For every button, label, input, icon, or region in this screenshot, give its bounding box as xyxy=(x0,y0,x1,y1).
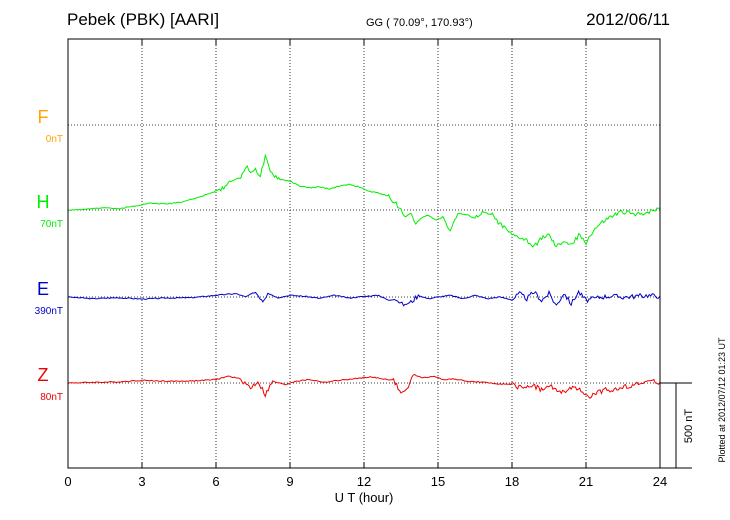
series-labels: F 0nT H 70nT E 390nT Z 80nT xyxy=(35,107,63,403)
x-tick-label: 0 xyxy=(64,474,71,489)
scale-bar: 500 nT xyxy=(660,382,695,469)
series-line-z xyxy=(67,373,661,399)
x-tick-label: 15 xyxy=(431,474,445,489)
x-tick-label: 6 xyxy=(212,474,219,489)
grid xyxy=(68,39,660,468)
x-tick-label: 18 xyxy=(505,474,519,489)
series-name-z: Z xyxy=(38,365,49,385)
series-offset-h: 70nT xyxy=(40,219,63,230)
station-coordinates: GG ( 70.09°, 170.93°) xyxy=(366,17,473,29)
plotted-timestamp: Plotted at 2012/07/12 01:23 UT xyxy=(717,337,727,463)
x-tick-label: 24 xyxy=(653,474,667,489)
chart-date: 2012/06/11 xyxy=(586,10,670,29)
x-axis-label: U T (hour) xyxy=(335,490,394,505)
scale-bar-label: 500 nT xyxy=(683,409,695,444)
series-offset-z: 80nT xyxy=(40,392,63,403)
series-name-e: E xyxy=(37,279,49,299)
series-offset-e: 390nT xyxy=(35,306,63,317)
x-tick-label: 21 xyxy=(579,474,593,489)
x-axis-ticks: 0 3 6 9 12 15 18 21 24 xyxy=(64,39,667,489)
series-name-f: F xyxy=(38,107,49,127)
series-name-h: H xyxy=(37,192,50,212)
x-tick-label: 9 xyxy=(286,474,293,489)
station-title: Pebek (PBK) [AARI] xyxy=(67,10,220,29)
series-line-h xyxy=(67,153,660,248)
x-tick-label: 3 xyxy=(138,474,145,489)
series-line-e xyxy=(67,289,661,307)
series-lines xyxy=(67,153,661,399)
series-offset-f: 0nT xyxy=(46,134,63,145)
x-tick-label: 12 xyxy=(357,474,371,489)
plot-frame xyxy=(67,38,661,469)
